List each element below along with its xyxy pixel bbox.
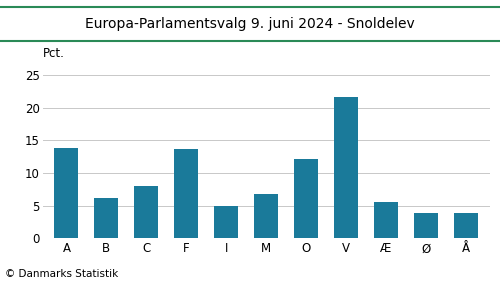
Bar <box>94 199 118 238</box>
Bar <box>454 213 478 238</box>
Bar <box>414 213 438 238</box>
Bar <box>294 159 318 238</box>
Bar <box>174 149 199 238</box>
Text: Pct.: Pct. <box>42 47 64 60</box>
Bar <box>54 148 78 238</box>
Bar <box>334 97 358 238</box>
Text: © Danmarks Statistik: © Danmarks Statistik <box>5 269 118 279</box>
Bar <box>374 202 398 238</box>
Bar <box>214 206 238 238</box>
Bar <box>134 186 158 238</box>
Text: Europa-Parlamentsvalg 9. juni 2024 - Snoldelev: Europa-Parlamentsvalg 9. juni 2024 - Sno… <box>85 17 415 31</box>
Bar <box>254 194 278 238</box>
